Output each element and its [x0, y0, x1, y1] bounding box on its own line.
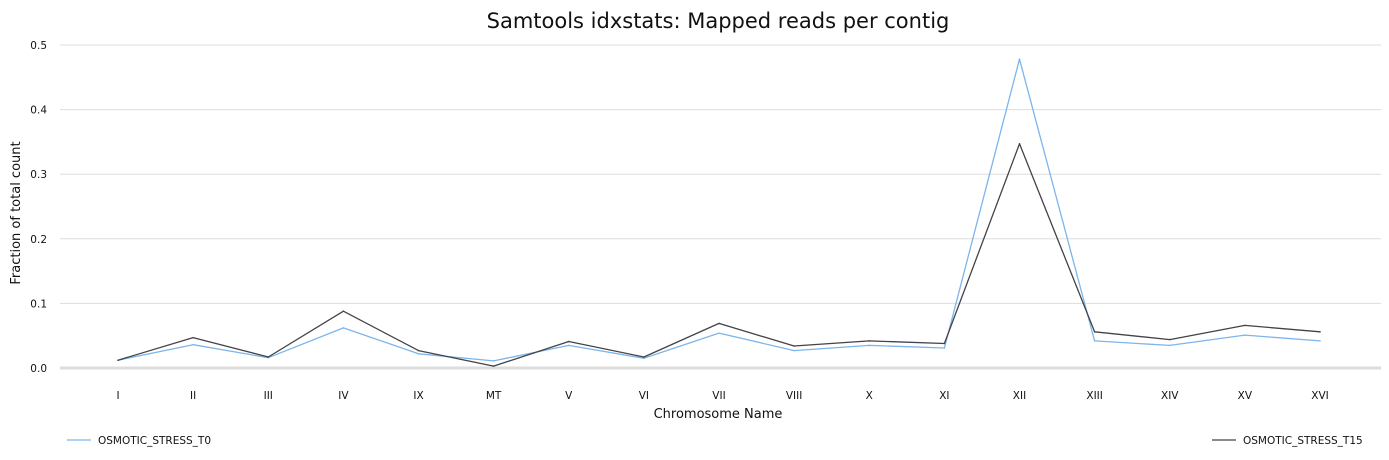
data-point [417, 349, 420, 352]
data-point [793, 345, 795, 347]
data-point [718, 322, 720, 325]
data-point [718, 332, 720, 334]
x-tick-label: XII [1013, 390, 1026, 402]
data-point [567, 344, 570, 347]
x-axis-title: Chromosome Name [654, 407, 783, 422]
data-point [1168, 338, 1171, 341]
x-tick-labels: I II III IV IX MT V VI VII VIII X XI XII XIII XIV XV XVI [116, 390, 1328, 402]
data-point [643, 356, 645, 358]
data-point [567, 340, 570, 343]
data-point [492, 365, 495, 367]
x-tick-label: XIII [1086, 390, 1102, 402]
x-tick-label: XVI [1311, 390, 1328, 402]
x-tick-label: IX [413, 390, 423, 402]
data-point [868, 344, 871, 347]
legend-item[interactable]: OSMOTIC_STRESS_T15 [1212, 435, 1363, 447]
x-tick-label: XIV [1161, 390, 1179, 402]
data-point [793, 349, 795, 352]
x-tick-label: X [866, 390, 873, 402]
data-point [117, 359, 119, 362]
y-tick-labels: 0.0 0.1 0.2 0.3 0.4 0.5 [30, 40, 47, 375]
y-tick-label: 0.1 [30, 298, 47, 310]
series-layer [117, 58, 1321, 367]
x-tick-label: I [116, 390, 119, 402]
x-tick-label: III [264, 390, 273, 402]
data-point [1093, 331, 1096, 333]
x-tick-label: XI [939, 390, 949, 402]
y-tick-label: 0.5 [30, 40, 47, 52]
data-point [1319, 340, 1321, 342]
data-point [192, 343, 194, 346]
legend: OSMOTIC_STRESS_T0 OSMOTIC_STRESS_T15 [67, 435, 1363, 447]
data-point [492, 360, 495, 362]
y-tick-label: 0.2 [30, 234, 47, 246]
data-point [192, 336, 194, 339]
y-tick-label: 0.3 [30, 169, 47, 181]
x-tick-label: V [565, 390, 573, 402]
series-line-osmotic-stress-t0 [117, 58, 1321, 362]
data-point [267, 356, 270, 358]
data-point [943, 347, 946, 349]
data-point [943, 342, 946, 345]
data-point [1018, 58, 1021, 61]
data-point [1168, 344, 1171, 347]
data-point [1244, 324, 1246, 327]
grid-layer [60, 44, 1381, 370]
x-tick-label: MT [486, 390, 502, 402]
legend-item[interactable]: OSMOTIC_STRESS_T0 [67, 435, 211, 447]
data-point [1244, 334, 1246, 336]
data-point [643, 357, 645, 360]
data-point [1093, 340, 1096, 342]
y-tick-label: 0.0 [30, 363, 47, 375]
data-point [342, 327, 345, 329]
x-tick-label: XV [1238, 390, 1253, 402]
x-tick-label: VIII [786, 390, 802, 402]
y-axis-title: Fraction of total count [9, 141, 24, 284]
chart-title: Samtools idxstats: Mapped reads per cont… [487, 9, 950, 33]
x-tick-label: VII [712, 390, 725, 402]
data-point [1319, 331, 1321, 333]
legend-label: OSMOTIC_STRESS_T0 [98, 435, 211, 447]
data-point [417, 352, 420, 355]
legend-label: OSMOTIC_STRESS_T15 [1243, 435, 1363, 447]
data-point [868, 340, 871, 342]
y-tick-label: 0.4 [30, 105, 47, 117]
x-tick-label: VI [639, 390, 649, 402]
x-tick-label: II [190, 390, 196, 402]
data-point [342, 310, 345, 312]
x-tick-label: IV [338, 390, 349, 402]
data-point [1018, 143, 1021, 145]
